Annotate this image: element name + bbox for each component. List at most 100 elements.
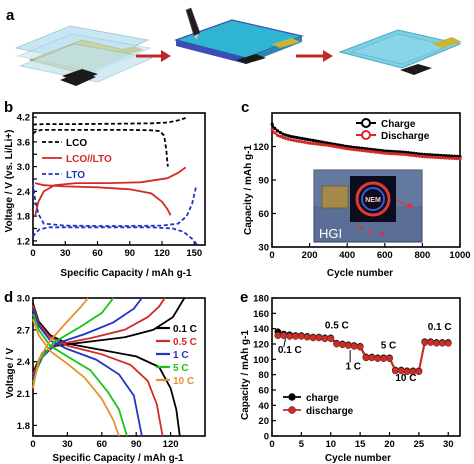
x-tick-label: 800: [414, 250, 430, 261]
data-point: [314, 142, 318, 146]
panel-e: e 0 5 10 15 20 25 30 0 20 40 60 80 100 120 140 160 180 C…: [240, 289, 461, 464]
data-point: [365, 147, 370, 151]
data-point: [346, 145, 351, 149]
data-point: [273, 131, 277, 135]
legend-label: LCO: [66, 138, 87, 149]
data-point: [341, 144, 345, 148]
x-tick-label: 0: [269, 250, 274, 261]
x-tick-label: 150: [186, 248, 202, 259]
data-point: [384, 151, 389, 155]
y-tick-label: 3.0: [17, 162, 30, 173]
data-point: [412, 151, 416, 155]
y-tick-label: 80: [258, 370, 269, 381]
x-tick-label: 60: [97, 439, 108, 450]
data-point: [281, 135, 285, 140]
rate-arrow: [283, 338, 287, 348]
data-point: [414, 154, 419, 158]
panel-b: b 0 30 60 90 120 150 1.2 1.8 2.4 3.0 3.6 4.2 Specif…: [4, 99, 206, 279]
legend-label: 5 C: [173, 363, 189, 374]
y-tick-label: 40: [258, 401, 269, 412]
x-tick-label: 90: [131, 439, 142, 450]
inset-logo-ring-inner-icon: [361, 187, 385, 211]
data-point: [303, 137, 307, 141]
data-point: [386, 355, 393, 363]
x-tick-label: 30: [443, 439, 454, 450]
legend-marker: [361, 130, 371, 140]
discharge-curve: [32, 305, 164, 437]
data-point: [455, 157, 459, 161]
data-point: [276, 133, 280, 137]
data-point: [327, 141, 331, 145]
data-point: [333, 144, 337, 149]
panel-e-ylabel: Capacity / mAh g-1: [240, 330, 251, 420]
panel-e-label: e: [240, 289, 248, 306]
data-point: [344, 146, 348, 151]
panel-e-plot: 0 5 10 15 20 25 30 0 20 40 60 80 100 120 140 160 180: [253, 294, 461, 450]
panel-d-plot: 0 30 60 90 120 1.8 2.1 2.4 2.7 3.0: [17, 294, 206, 450]
legend-label: 0.1 C: [173, 324, 197, 335]
process-arrow-2: [296, 50, 333, 62]
data-point: [360, 146, 364, 150]
legend-label: Charge: [381, 119, 416, 130]
legend-marker: [288, 393, 296, 401]
data-point: [436, 153, 440, 157]
data-point: [333, 142, 337, 146]
data-point: [309, 334, 317, 342]
x-tick-label: 90: [124, 248, 135, 259]
data-point: [390, 152, 394, 156]
data-point: [368, 147, 372, 151]
data-point: [438, 339, 446, 347]
x-tick-label: 5: [299, 439, 305, 450]
data-point: [447, 154, 451, 158]
data-point: [330, 144, 334, 148]
panel-b-xlabel: Specific Capacity / mAh g-1: [60, 268, 192, 279]
data-point: [273, 126, 277, 131]
data-point: [458, 157, 462, 161]
data-point: [321, 335, 329, 343]
series-discharge: [274, 332, 452, 376]
data-point: [281, 132, 285, 136]
data-point: [414, 152, 419, 156]
data-point: [289, 134, 293, 139]
series-line-lco-lto: [34, 166, 187, 217]
panel-d: d 0 30 60 90 120 1.8 2.1 2.4 2.7 3.0 Specific Cap…: [4, 289, 206, 464]
data-point: [368, 149, 372, 154]
series-charge: [270, 122, 462, 159]
data-point: [344, 144, 348, 148]
data-point: [335, 145, 340, 149]
series-1-c: [32, 297, 143, 437]
data-point: [431, 153, 435, 157]
inset-led-icon: [407, 203, 413, 209]
data-point: [311, 141, 315, 146]
inset-wire: [395, 199, 411, 207]
data-point: [357, 146, 361, 150]
series-line-lto: [32, 182, 198, 227]
x-tick-label: 20: [384, 439, 395, 450]
data-point: [376, 150, 380, 155]
data-point: [349, 145, 353, 149]
panel-d-legend: 0.1 C 0.5 C 1 C 5 C 10 C: [156, 324, 197, 387]
panel-c-label: c: [241, 99, 249, 116]
data-point: [330, 142, 334, 146]
data-point: [406, 151, 410, 155]
data-point: [300, 136, 304, 141]
y-tick-label: 60: [258, 386, 269, 397]
panel-a-label: a: [6, 7, 15, 24]
data-point: [292, 332, 299, 340]
discharge-curve: [32, 318, 120, 437]
y-tick-label: 100: [253, 355, 269, 366]
series-line-lco-lto: [34, 182, 172, 216]
charge-curve: [32, 297, 89, 389]
legend-marker: [288, 406, 296, 414]
y-tick-label: 3.0: [17, 294, 30, 305]
x-tick-label: 120: [163, 439, 179, 450]
data-point: [444, 339, 452, 347]
x-tick-label: 0: [30, 439, 35, 450]
legend-label: LTO: [66, 170, 85, 181]
data-point: [346, 147, 351, 151]
legend-label: charge: [306, 393, 339, 404]
data-point: [339, 341, 346, 349]
data-point: [371, 147, 375, 152]
y-tick-label: 180: [253, 294, 269, 305]
layered-stack-illustration: [14, 25, 154, 86]
